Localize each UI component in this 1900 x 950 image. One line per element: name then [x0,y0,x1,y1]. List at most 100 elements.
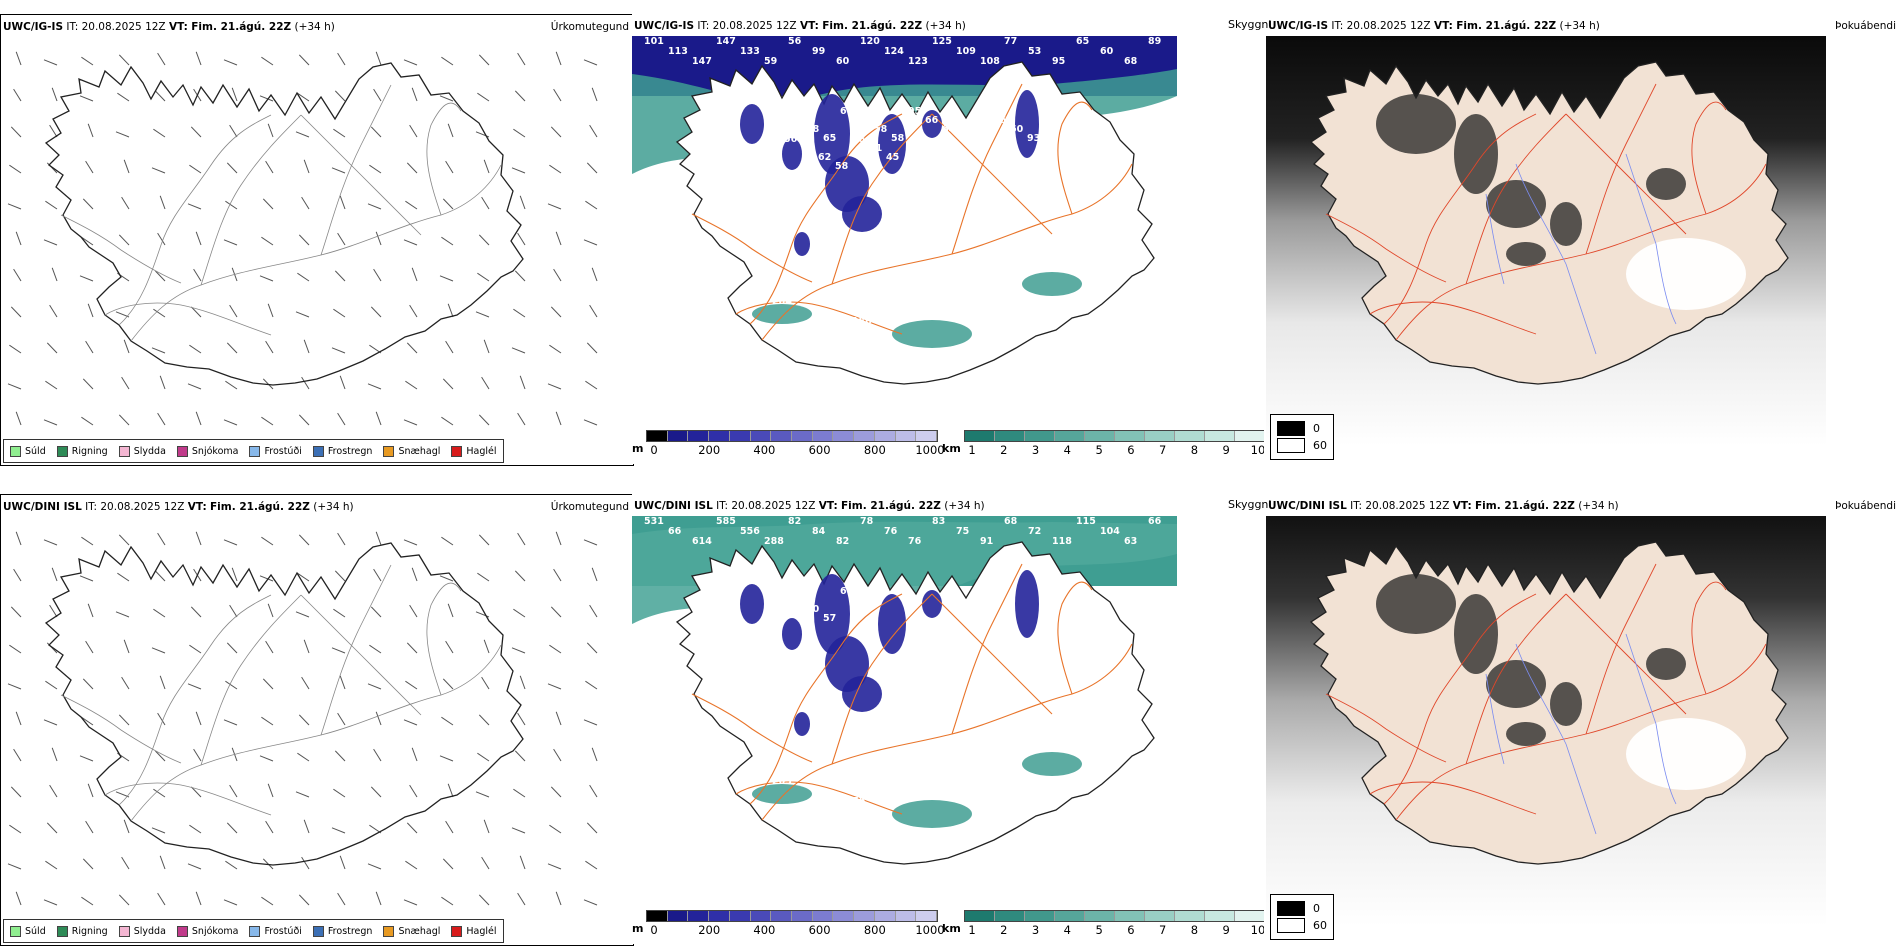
wind-barb [445,820,454,834]
road [426,102,462,216]
wind-barb [195,531,202,546]
wind-barb [549,824,562,834]
wind-barb [298,534,310,546]
visibility-value: 67 [959,133,972,144]
road [1383,113,1537,325]
road [118,114,272,326]
colorbar-cell [1175,911,1205,921]
fog-patch [1015,90,1039,158]
river [1625,633,1677,805]
wind-barb [585,680,598,690]
colorbar-tick-label: 1000 [915,923,945,937]
wind-barb [189,644,202,654]
fog-patch [1015,570,1039,638]
colorbar-cell [854,911,875,921]
visibility-value: 230 [1012,316,1032,327]
colorbar-cell [771,431,793,441]
colorbar-cell [1085,911,1115,921]
colorbar-tick-label: 5 [1095,923,1103,937]
river [1515,643,1597,835]
wind-barb [373,568,382,582]
wind-barb [195,411,202,426]
lead-time: (+34 h) [944,500,985,512]
wind-barb [223,419,238,426]
river [1625,153,1677,325]
wind-barb [154,270,166,282]
vt-value: Fim. 21.ágú. 22Z [210,501,310,513]
skyggni-label: Skyggni [1228,498,1272,511]
visibility-value: 68 [806,124,820,135]
wind-barb [43,59,58,66]
panel-title: Úrkomutegund [550,21,629,33]
colorbar-cell [1205,911,1235,921]
wind-barb [195,51,202,66]
wind-barb [369,644,382,654]
wind-barb [159,195,166,210]
visibility-value: 56 [788,36,802,47]
wind-barb [295,311,310,318]
colorbar-cell [1235,911,1264,921]
road [300,114,422,236]
it-label: IT: [716,500,729,512]
wind-barb [154,90,166,102]
road [1057,101,1093,215]
road [951,563,1023,735]
wind-barb [82,678,94,690]
wind-barb [193,268,202,282]
colorbar-cell [1205,431,1235,441]
iceland-outline [44,542,524,866]
colorbar-cell [833,431,855,441]
vt-value: Fim. 21.ágú. 22Z [822,20,923,32]
fog-patch [740,104,764,144]
vt-value: Fim. 21.ágú. 22Z [191,21,292,33]
wind-barb [195,231,202,246]
vt-label: VT: [1452,500,1472,512]
colorbar-cell [916,431,938,441]
fog-patches [740,90,1082,348]
visibility-value: 614 [692,536,712,547]
wind-barb [85,640,94,654]
wind-barb [447,603,454,618]
wind-barb [9,164,22,174]
it-label: IT: [697,20,710,32]
visibility-value: 124 [884,46,904,57]
visibility-panel-2: UWC/DINI ISL IT: 20.08.2025 12Z VT: Fim.… [632,494,1264,944]
legend-swatch [176,925,188,937]
wind-barb [511,827,526,834]
wind-barb [13,748,22,762]
wind-barb [117,92,130,102]
wind-barb [87,603,94,618]
wind-barb [591,747,598,762]
wind-barb [411,87,418,102]
wind-barb [259,95,274,102]
colorbar-tick-label: 0 [650,443,658,457]
wind-barb [553,568,562,582]
wind-barb [301,376,310,390]
wind-barb [123,159,130,174]
road [931,113,1053,235]
wind-barb [375,711,382,726]
wind-barb [375,411,382,426]
road [1565,113,1687,235]
wind-barb [223,539,238,546]
colorbar-visibility: km 1 2 3 4 5 6 7 8 9 10 [942,430,1264,460]
wind-barb [225,680,238,690]
wind-barb [115,791,130,798]
vt-label: VT: [168,21,188,33]
fog-legend-row: 0 [1277,421,1327,436]
wind-barb [549,164,562,174]
colorbar-cell [895,431,917,441]
wind-barb [190,786,202,798]
wind-barb [375,231,382,246]
wind-barb [519,675,526,690]
panel-title: Úrkomutegund [550,501,629,513]
wind-barb [517,52,526,66]
visibility-value: 62 [818,152,831,163]
wind-barb [547,683,562,690]
colorbar-strip [646,430,938,442]
wind-barb [367,203,382,210]
fog-patch [794,712,810,736]
visibility-value: 113 [668,46,688,57]
wind-barb [409,124,418,138]
wind-barb [439,95,454,102]
